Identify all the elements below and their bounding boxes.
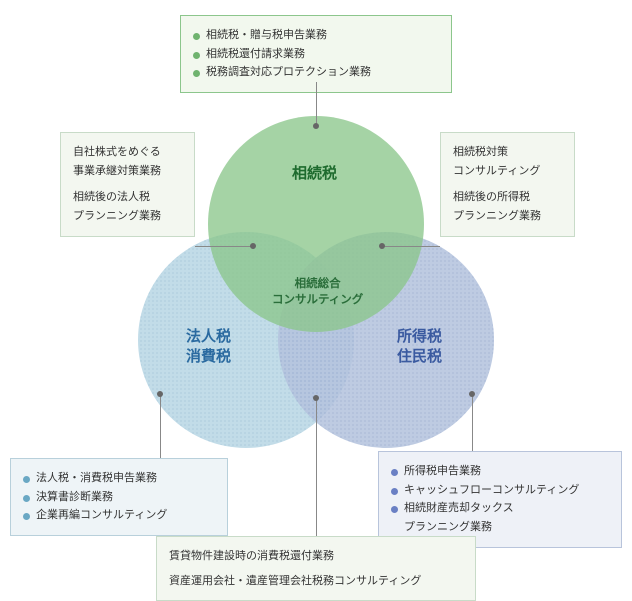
- box-tr-line: 相続後の所得税: [453, 188, 562, 207]
- box-tl-line: 自社株式をめぐる: [73, 143, 182, 162]
- box-tl-line: 相続後の法人税: [73, 188, 182, 207]
- box-tl-line: 事業承継対策業務: [73, 162, 182, 181]
- box-tr-line: プランニング業務: [453, 207, 562, 226]
- circle-left-label-1: 法人税: [186, 328, 231, 345]
- bullet-icon: [23, 495, 30, 502]
- leader-line: [160, 394, 161, 458]
- box-bc-line: 資産運用会社・遺産管理会社税務コンサルティング: [169, 572, 463, 591]
- box-top-item: 相続税還付請求業務: [206, 45, 305, 64]
- box-tl-line: プランニング業務: [73, 207, 182, 226]
- box-bottom-center: 賃貸物件建設時の消費税還付業務 資産運用会社・遺産管理会社税務コンサルティング: [156, 536, 476, 601]
- leader-dot-icon: [313, 395, 319, 401]
- center-label-2: コンサルティング: [272, 294, 363, 306]
- bullet-icon: [391, 488, 398, 495]
- box-top-item: 相続税・贈与税申告業務: [206, 26, 327, 45]
- box-bottom-left: 法人税・消費税申告業務 決算書診断業務 企業再編コンサルティング: [10, 458, 228, 536]
- center-label-1: 相続総合: [295, 278, 341, 290]
- bullet-icon: [193, 70, 200, 77]
- box-top-right: 相続税対策 コンサルティング 相続後の所得税 プランニング業務: [440, 132, 575, 237]
- bullet-icon: [23, 476, 30, 483]
- circle-top-label: 相続税: [292, 164, 337, 184]
- bullet-icon: [391, 469, 398, 476]
- circle-left-label-2: 消費税: [186, 348, 231, 365]
- bullet-icon: [193, 33, 200, 40]
- leader-dot-icon: [157, 391, 163, 397]
- center-label: 相続総合 コンサルティング: [272, 276, 363, 308]
- box-br-item: 相続財産売却タックスプランニング業務: [404, 499, 514, 536]
- box-bl-item: 法人税・消費税申告業務: [36, 469, 157, 488]
- box-bl-item: 決算書診断業務: [36, 488, 113, 507]
- box-bc-line: 賃貸物件建設時の消費税還付業務: [169, 547, 463, 566]
- box-bl-item: 企業再編コンサルティング: [36, 506, 167, 525]
- leader-line: [195, 246, 253, 247]
- circle-right-label-1: 所得税: [397, 328, 442, 345]
- box-bottom-right: 所得税申告業務 キャッシュフローコンサルティング 相続財産売却タックスプランニン…: [378, 451, 622, 548]
- bullet-icon: [23, 513, 30, 520]
- bullet-icon: [391, 506, 398, 513]
- leader-dot-icon: [379, 243, 385, 249]
- box-br-item: キャッシュフローコンサルティング: [404, 481, 579, 500]
- leader-line: [382, 246, 440, 247]
- bullet-icon: [193, 52, 200, 59]
- box-br-item: 所得税申告業務: [404, 462, 481, 481]
- leader-dot-icon: [313, 123, 319, 129]
- box-top-item: 税務調査対応プロテクション業務: [206, 63, 371, 82]
- leader-line: [316, 82, 317, 126]
- leader-line: [472, 394, 473, 451]
- box-tr-line: コンサルティング: [453, 162, 562, 181]
- box-tr-line: 相続税対策: [453, 143, 562, 162]
- circle-left-label: 法人税 消費税: [186, 327, 231, 366]
- leader-dot-icon: [469, 391, 475, 397]
- leader-dot-icon: [250, 243, 256, 249]
- circle-right-label: 所得税 住民税: [397, 327, 442, 366]
- circle-right-label-2: 住民税: [397, 348, 442, 365]
- leader-line: [316, 398, 317, 536]
- box-top-left: 自社株式をめぐる 事業承継対策業務 相続後の法人税 プランニング業務: [60, 132, 195, 237]
